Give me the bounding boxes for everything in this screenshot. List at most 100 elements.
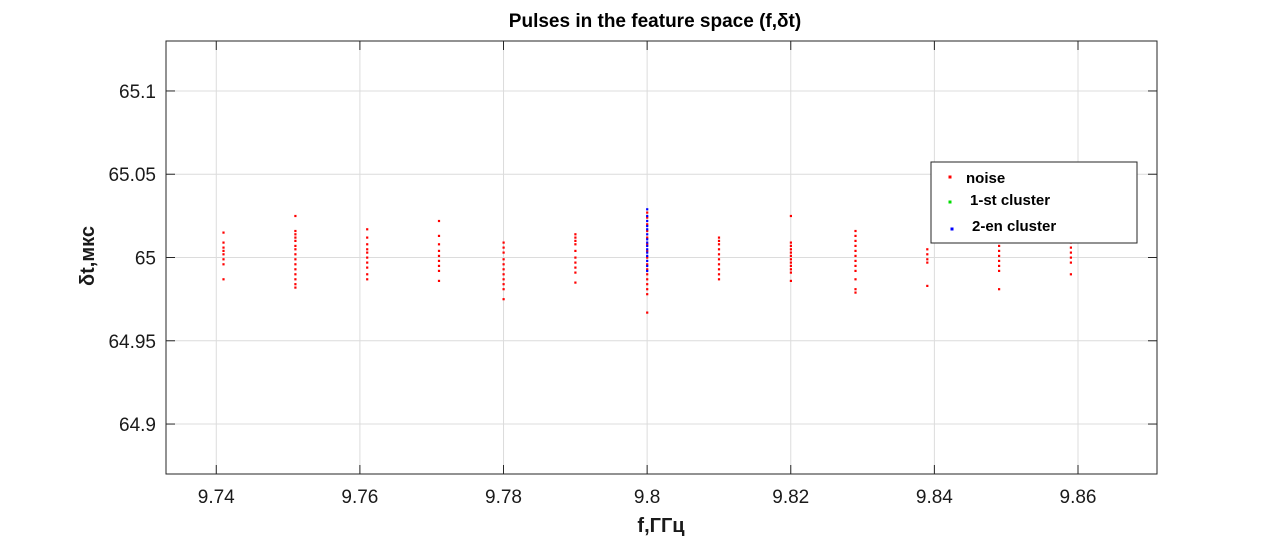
data-point-noise xyxy=(294,239,297,242)
data-point-cluster-2 xyxy=(646,224,649,228)
data-point-noise xyxy=(294,229,297,233)
y-tick-label: 65.1 xyxy=(119,82,156,103)
data-point-noise xyxy=(789,248,792,251)
data-point-noise xyxy=(717,258,721,261)
data-point-noise xyxy=(366,243,369,246)
data-point-cluster-2 xyxy=(646,244,649,247)
data-point-noise xyxy=(366,236,369,239)
data-point-noise xyxy=(502,268,505,271)
data-point-noise xyxy=(294,233,297,236)
data-point-noise xyxy=(574,281,577,284)
data-point-noise xyxy=(222,249,225,252)
x-tick-label: 9.76 xyxy=(341,487,378,508)
data-point-noise xyxy=(646,211,649,214)
data-point-noise xyxy=(502,273,505,276)
data-point-noise xyxy=(854,264,857,267)
data-point-noise xyxy=(502,251,505,254)
data-point-noise xyxy=(502,246,505,249)
data-point-noise xyxy=(437,219,441,223)
data-point-noise xyxy=(574,261,577,264)
data-point-noise xyxy=(574,239,577,242)
data-point-noise xyxy=(222,258,225,261)
x-tick-label: 9.74 xyxy=(198,487,235,508)
data-point-noise xyxy=(574,243,577,246)
data-point-noise xyxy=(646,256,649,259)
data-point-noise xyxy=(998,269,1001,272)
data-point-noise xyxy=(366,261,369,264)
x-tick-label: 9.78 xyxy=(485,487,522,508)
data-point-noise xyxy=(574,271,577,274)
data-point-noise xyxy=(222,278,225,281)
data-point-noise xyxy=(502,278,505,281)
data-point-noise xyxy=(717,278,721,281)
data-point-noise xyxy=(222,246,225,249)
legend-label-noise: noise xyxy=(966,170,1005,187)
data-point-noise xyxy=(789,264,792,267)
data-point-noise xyxy=(854,229,857,233)
data-point-cluster-2 xyxy=(646,254,649,257)
data-point-noise xyxy=(854,239,857,242)
data-point-noise xyxy=(502,241,505,244)
data-point-noise xyxy=(294,253,297,256)
data-point-noise xyxy=(294,214,297,218)
data-point-noise xyxy=(574,266,577,269)
data-point-noise xyxy=(646,288,649,291)
data-point-noise xyxy=(366,278,369,281)
data-point-noise xyxy=(437,249,441,252)
chart-title: Pulses in the feature space (f,δt) xyxy=(509,11,801,32)
data-point-noise xyxy=(789,214,792,218)
data-point-cluster-2 xyxy=(646,228,649,231)
data-point-noise xyxy=(502,288,505,291)
data-point-noise xyxy=(926,253,929,256)
data-point-noise xyxy=(366,248,369,251)
data-point-noise xyxy=(646,311,649,314)
data-point-noise xyxy=(1069,256,1072,259)
data-point-noise xyxy=(646,243,649,246)
data-point-noise xyxy=(646,273,649,276)
data-point-noise xyxy=(926,261,929,264)
data-point-noise xyxy=(854,234,857,237)
data-point-noise xyxy=(646,223,649,226)
y-tick-label: 65 xyxy=(135,249,156,270)
data-point-noise xyxy=(717,243,721,246)
legend-label-cluster-2: 2-en cluster xyxy=(972,218,1056,235)
y-tick-label: 65.05 xyxy=(108,165,156,186)
x-tick-label: 9.86 xyxy=(1060,487,1097,508)
data-point-noise xyxy=(294,283,297,286)
data-point-noise xyxy=(502,263,505,266)
data-point-noise xyxy=(854,254,857,257)
legend-marker-noise xyxy=(948,175,952,179)
grid xyxy=(166,41,1157,474)
data-point-noise xyxy=(789,261,792,264)
data-point-noise xyxy=(437,254,441,257)
data-point-noise xyxy=(222,241,225,244)
data-point-noise xyxy=(854,249,857,252)
data-point-noise xyxy=(574,233,577,236)
legend: noise 1-st cluster 2-en cluster xyxy=(930,161,1138,244)
data-point-noise xyxy=(789,271,792,274)
data-point-noise xyxy=(854,291,857,294)
data-point-noise xyxy=(502,298,505,301)
data-point-noise xyxy=(646,229,649,233)
data-point-noise xyxy=(294,248,297,251)
data-point-noise xyxy=(717,268,721,271)
data-point-noise xyxy=(998,254,1001,257)
data-point-noise xyxy=(1069,273,1072,276)
legend-marker-cluster-1 xyxy=(948,200,952,204)
data-point-noise xyxy=(366,228,369,231)
data-point-noise xyxy=(294,273,297,276)
x-tick-label: 9.82 xyxy=(772,487,809,508)
data-point-noise xyxy=(1069,261,1072,264)
data-point-cluster-2 xyxy=(646,241,649,244)
data-point-noise xyxy=(222,263,225,266)
axis-ticks: 9.74 9.76 9.78 9.8 9.82 9.84 9.86 64.9 64.95 65 65… xyxy=(108,41,1157,508)
data-point-noise xyxy=(717,263,721,266)
y-axis-label: δt,мкс xyxy=(77,226,99,286)
data-point-noise xyxy=(998,249,1001,252)
data-point-noise xyxy=(717,239,721,242)
data-point-noise xyxy=(646,293,649,296)
data-point-noise xyxy=(646,263,649,266)
data-point-noise xyxy=(646,249,649,252)
x-tick-label: 9.84 xyxy=(916,487,953,508)
